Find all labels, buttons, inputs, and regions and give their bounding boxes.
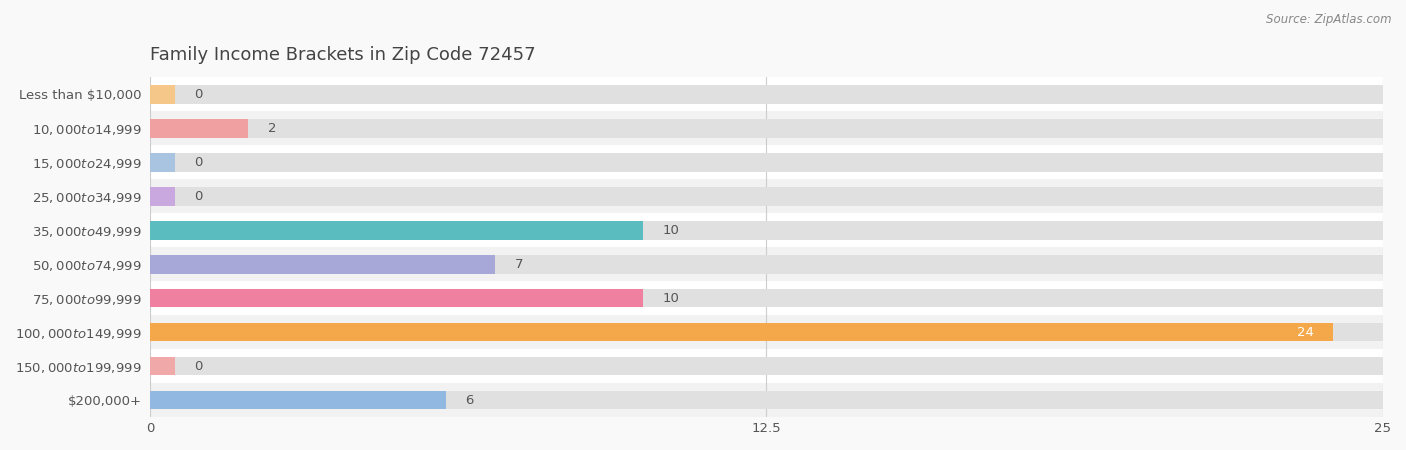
Bar [150, 213, 1382, 247]
Text: 24: 24 [1296, 326, 1313, 339]
Text: 10: 10 [662, 224, 679, 237]
Text: 10: 10 [662, 292, 679, 305]
Text: 0: 0 [194, 189, 202, 202]
Bar [150, 357, 174, 375]
Bar [150, 247, 1382, 281]
Bar [150, 255, 495, 274]
Bar [150, 85, 1382, 104]
Bar [150, 179, 1382, 213]
Bar [150, 111, 1382, 145]
Bar [150, 255, 1382, 274]
Bar [150, 357, 1382, 375]
Bar [150, 323, 1382, 342]
Bar [150, 85, 174, 104]
Text: 0: 0 [194, 88, 202, 101]
Bar [150, 315, 1382, 349]
Bar [150, 119, 249, 138]
Bar [150, 289, 643, 307]
Text: Family Income Brackets in Zip Code 72457: Family Income Brackets in Zip Code 72457 [150, 46, 536, 64]
Bar [150, 187, 1382, 206]
Bar [150, 153, 1382, 171]
Bar [150, 289, 1382, 307]
Text: 2: 2 [269, 122, 277, 135]
Bar [150, 77, 1382, 111]
Bar [150, 187, 174, 206]
Bar [150, 153, 174, 171]
Text: 7: 7 [515, 258, 523, 270]
Bar [150, 281, 1382, 315]
Text: 0: 0 [194, 360, 202, 373]
Bar [150, 383, 1382, 417]
Bar [150, 323, 1333, 342]
Text: 6: 6 [465, 394, 474, 407]
Bar [150, 145, 1382, 179]
Text: Source: ZipAtlas.com: Source: ZipAtlas.com [1267, 14, 1392, 27]
Text: 0: 0 [194, 156, 202, 169]
Bar [150, 221, 1382, 239]
Bar [150, 349, 1382, 383]
Bar [150, 391, 1382, 410]
Bar [150, 391, 446, 410]
Bar [150, 221, 643, 239]
Bar [150, 119, 1382, 138]
